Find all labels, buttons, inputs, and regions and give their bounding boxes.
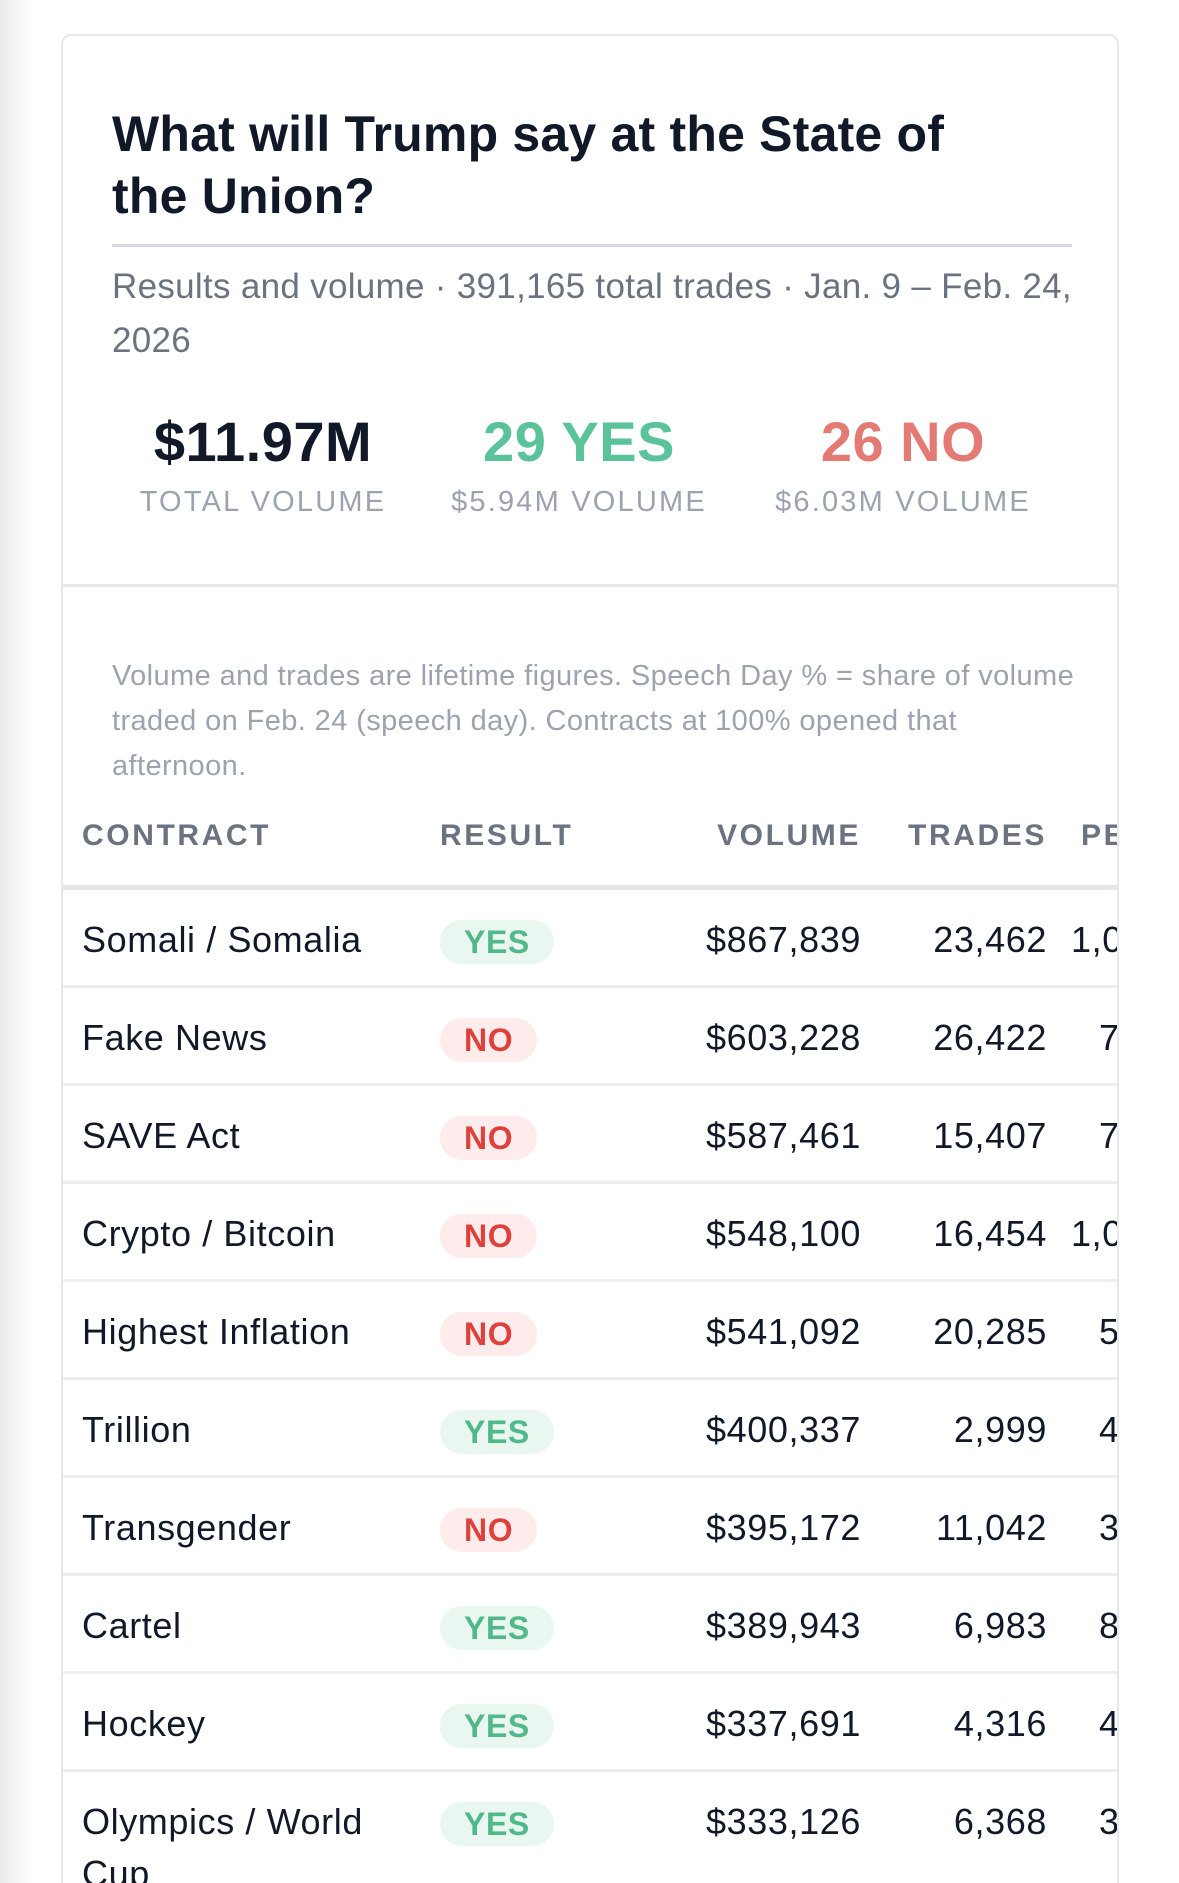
- pe-value: 570: [1099, 1311, 1119, 1352]
- column-header-result[interactable]: RESULT: [440, 819, 574, 852]
- contract-name: SAVE Act: [82, 1115, 241, 1156]
- table-row[interactable]: Hockey YES $337,691 4,316 427: [63, 1674, 1119, 1772]
- result-badge: NO: [440, 1116, 538, 1160]
- contract-name: Fake News: [82, 1017, 268, 1058]
- result-badge: NO: [440, 1214, 538, 1258]
- no-stat: 26 NO $6.03M VOLUME: [753, 408, 1053, 520]
- trades-value: 26,422: [933, 1017, 1047, 1058]
- table-row[interactable]: SAVE Act NO $587,461 15,407 741: [63, 1086, 1119, 1184]
- pe-value: 345: [1099, 1801, 1119, 1842]
- table-row[interactable]: Trillion YES $400,337 2,999 472: [63, 1380, 1119, 1478]
- contract-name: Cartel: [82, 1605, 182, 1646]
- result-badge: YES: [440, 1410, 554, 1454]
- no-count-value: 26 NO: [820, 410, 986, 473]
- column-header-trades[interactable]: TRADES: [908, 819, 1047, 852]
- trades-value: 20,285: [933, 1311, 1047, 1352]
- contracts-table-body: Somali / Somalia YES $867,839 23,462 1,006 Fa…: [63, 890, 1119, 1883]
- total-volume-stat: $11.97M TOTAL VOLUME: [113, 408, 413, 520]
- result-badge: NO: [440, 1312, 538, 1356]
- volume-value: $541,092: [706, 1311, 861, 1352]
- volume-value: $395,172: [706, 1507, 861, 1548]
- result-badge: YES: [440, 1704, 554, 1748]
- trades-value: 11,042: [935, 1507, 1047, 1548]
- yes-volume-label: $5.94M VOLUME: [451, 486, 707, 518]
- trades-value: 6,983: [953, 1605, 1047, 1646]
- methodology-note: Volume and trades are lifetime figures. …: [112, 660, 1075, 782]
- pe-value: 741: [1099, 1115, 1119, 1156]
- section-divider: [63, 584, 1117, 587]
- trades-value: 15,407: [933, 1115, 1047, 1156]
- pe-value: 325: [1099, 1507, 1119, 1548]
- table-row[interactable]: Highest Inflation NO $541,092 20,285 570: [63, 1282, 1119, 1380]
- table-row[interactable]: Fake News NO $603,228 26,422 790: [63, 988, 1119, 1086]
- pe-value: 790: [1099, 1017, 1119, 1058]
- trades-value: 6,368: [953, 1801, 1047, 1842]
- volume-value: $867,839: [706, 919, 861, 960]
- result-badge: YES: [440, 920, 554, 964]
- trades-value: 4,316: [953, 1703, 1047, 1744]
- yes-count-value: 29 YES: [483, 410, 675, 473]
- results-subtitle: Results and volume · 391,165 total trade…: [112, 267, 1072, 360]
- contract-name: Olympics / World Cup: [82, 1801, 363, 1883]
- contract-name: Somali / Somalia: [82, 919, 362, 960]
- column-header-contract[interactable]: CONTRACT: [82, 819, 272, 852]
- trades-value: 16,454: [933, 1213, 1047, 1254]
- page-edge-shadow: [0, 0, 34, 1883]
- column-header-pe[interactable]: PE: [1081, 819, 1117, 852]
- table-row[interactable]: Cartel YES $389,943 6,983 825: [63, 1576, 1119, 1674]
- pe-value: 472: [1099, 1409, 1119, 1450]
- pe-value: 1,033: [1071, 1213, 1117, 1254]
- result-badge: YES: [440, 1606, 554, 1650]
- total-volume-value: $11.97M: [153, 410, 373, 473]
- results-card: What will Trump say at the State of the …: [61, 34, 1119, 1883]
- table-row[interactable]: Transgender NO $395,172 11,042 325: [63, 1478, 1119, 1576]
- contract-name: Hockey: [82, 1703, 206, 1744]
- no-volume-label: $6.03M VOLUME: [775, 486, 1031, 518]
- table-row[interactable]: Somali / Somalia YES $867,839 23,462 1,006: [63, 890, 1117, 988]
- title-divider: [112, 244, 1072, 247]
- volume-value: $389,943: [706, 1605, 861, 1646]
- pe-value: 1,006: [1071, 919, 1117, 960]
- volume-value: $548,100: [706, 1213, 861, 1254]
- contract-name: Highest Inflation: [82, 1311, 351, 1352]
- table-row[interactable]: Crypto / Bitcoin NO $548,100 16,454 1,033: [63, 1184, 1117, 1282]
- table-row[interactable]: Olympics / World Cup YES $333,126 6,368 345: [63, 1772, 1119, 1883]
- volume-value: $587,461: [706, 1115, 861, 1156]
- yes-stat: 29 YES $5.94M VOLUME: [429, 408, 729, 520]
- volume-value: $337,691: [706, 1703, 861, 1744]
- volume-value: $603,228: [706, 1017, 861, 1058]
- contract-name: Transgender: [82, 1507, 292, 1548]
- total-volume-label: TOTAL VOLUME: [139, 486, 387, 518]
- column-header-volume[interactable]: VOLUME: [717, 819, 861, 852]
- page-title: What will Trump say at the State of the …: [112, 106, 945, 224]
- table-header-divider: [63, 885, 1117, 890]
- pe-value: 427: [1099, 1703, 1119, 1744]
- pe-value: 825: [1099, 1605, 1119, 1646]
- trades-value: 23,462: [933, 919, 1047, 960]
- contract-name: Crypto / Bitcoin: [82, 1213, 336, 1254]
- result-badge: NO: [440, 1018, 538, 1062]
- volume-value: $400,337: [706, 1409, 861, 1450]
- volume-value: $333,126: [706, 1801, 861, 1842]
- card-header: What will Trump say at the State of the …: [63, 36, 1117, 587]
- result-badge: YES: [440, 1802, 554, 1846]
- result-badge: NO: [440, 1508, 538, 1552]
- contract-name: Trillion: [82, 1409, 192, 1450]
- table-header: CONTRACT RESULT VOLUME TRADES PE: [63, 814, 1117, 888]
- trades-value: 2,999: [953, 1409, 1047, 1450]
